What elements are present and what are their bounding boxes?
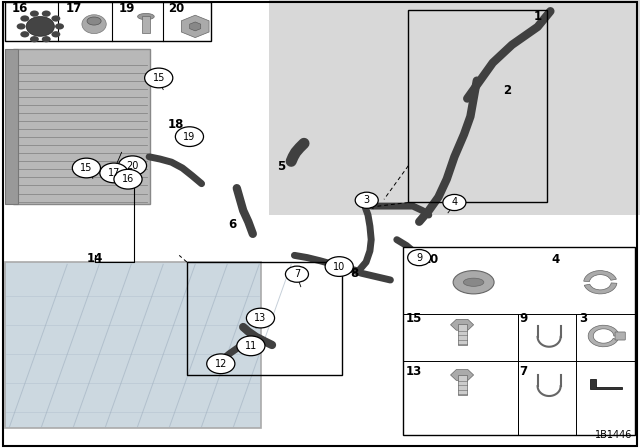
Ellipse shape: [463, 278, 484, 286]
Text: 7: 7: [294, 269, 300, 279]
Circle shape: [20, 31, 29, 38]
Circle shape: [51, 31, 60, 38]
Text: 13: 13: [406, 365, 422, 379]
Text: 15: 15: [80, 163, 93, 173]
Circle shape: [30, 36, 39, 42]
Ellipse shape: [82, 15, 106, 34]
Text: 16: 16: [122, 174, 134, 184]
Text: 8: 8: [351, 267, 358, 280]
Text: 17: 17: [65, 2, 81, 15]
Text: 16: 16: [12, 2, 29, 15]
Circle shape: [325, 257, 353, 276]
Circle shape: [285, 266, 308, 282]
Text: 18: 18: [168, 117, 184, 131]
Polygon shape: [590, 379, 622, 389]
FancyBboxPatch shape: [458, 324, 467, 345]
FancyBboxPatch shape: [403, 247, 635, 435]
Polygon shape: [181, 15, 209, 38]
Circle shape: [30, 10, 39, 17]
Text: 14: 14: [86, 252, 103, 265]
Text: 19: 19: [183, 132, 196, 142]
Text: 9: 9: [416, 253, 422, 263]
Text: 1B1446: 1B1446: [595, 430, 632, 440]
Text: 20: 20: [168, 2, 184, 15]
Circle shape: [17, 23, 26, 30]
Text: 12: 12: [214, 359, 227, 369]
Text: 17: 17: [108, 168, 120, 178]
Text: 15: 15: [152, 73, 165, 83]
Circle shape: [72, 158, 100, 178]
Circle shape: [443, 194, 466, 211]
Wedge shape: [588, 325, 619, 347]
Text: 3: 3: [364, 195, 370, 205]
Polygon shape: [269, 0, 640, 215]
FancyBboxPatch shape: [5, 2, 211, 41]
Circle shape: [51, 15, 60, 22]
Polygon shape: [451, 319, 474, 330]
Text: 9: 9: [520, 311, 528, 325]
FancyBboxPatch shape: [13, 49, 150, 204]
Circle shape: [20, 15, 29, 22]
FancyBboxPatch shape: [142, 16, 150, 33]
Text: 2: 2: [504, 84, 511, 97]
Circle shape: [246, 308, 275, 328]
Text: 10: 10: [333, 262, 346, 271]
FancyBboxPatch shape: [458, 375, 467, 395]
Text: 4: 4: [451, 198, 458, 207]
Ellipse shape: [87, 17, 101, 25]
Circle shape: [100, 163, 128, 183]
FancyBboxPatch shape: [615, 332, 625, 340]
Text: 3: 3: [579, 311, 588, 325]
Circle shape: [55, 23, 64, 30]
Text: 7: 7: [520, 365, 528, 379]
Wedge shape: [584, 271, 616, 282]
Circle shape: [237, 336, 265, 356]
Ellipse shape: [453, 271, 494, 294]
Circle shape: [118, 156, 147, 176]
Text: 5: 5: [278, 160, 285, 173]
FancyBboxPatch shape: [5, 49, 18, 204]
Circle shape: [26, 17, 54, 36]
Circle shape: [145, 68, 173, 88]
Text: 13: 13: [254, 313, 267, 323]
FancyBboxPatch shape: [5, 262, 261, 428]
Circle shape: [114, 169, 142, 189]
Text: 15: 15: [406, 311, 422, 325]
Text: 6: 6: [228, 218, 236, 232]
Text: 4: 4: [552, 253, 560, 267]
Ellipse shape: [138, 13, 154, 20]
Wedge shape: [584, 283, 617, 294]
Circle shape: [355, 192, 378, 208]
Circle shape: [207, 354, 235, 374]
Text: 11: 11: [244, 341, 257, 351]
Circle shape: [42, 36, 51, 42]
Circle shape: [42, 10, 51, 17]
Circle shape: [175, 127, 204, 146]
Text: 19: 19: [118, 2, 135, 15]
Text: 20: 20: [126, 161, 139, 171]
Polygon shape: [189, 22, 201, 31]
Text: 1: 1: [534, 9, 541, 23]
Circle shape: [408, 250, 431, 266]
Text: 10: 10: [422, 253, 438, 267]
Polygon shape: [451, 370, 474, 380]
